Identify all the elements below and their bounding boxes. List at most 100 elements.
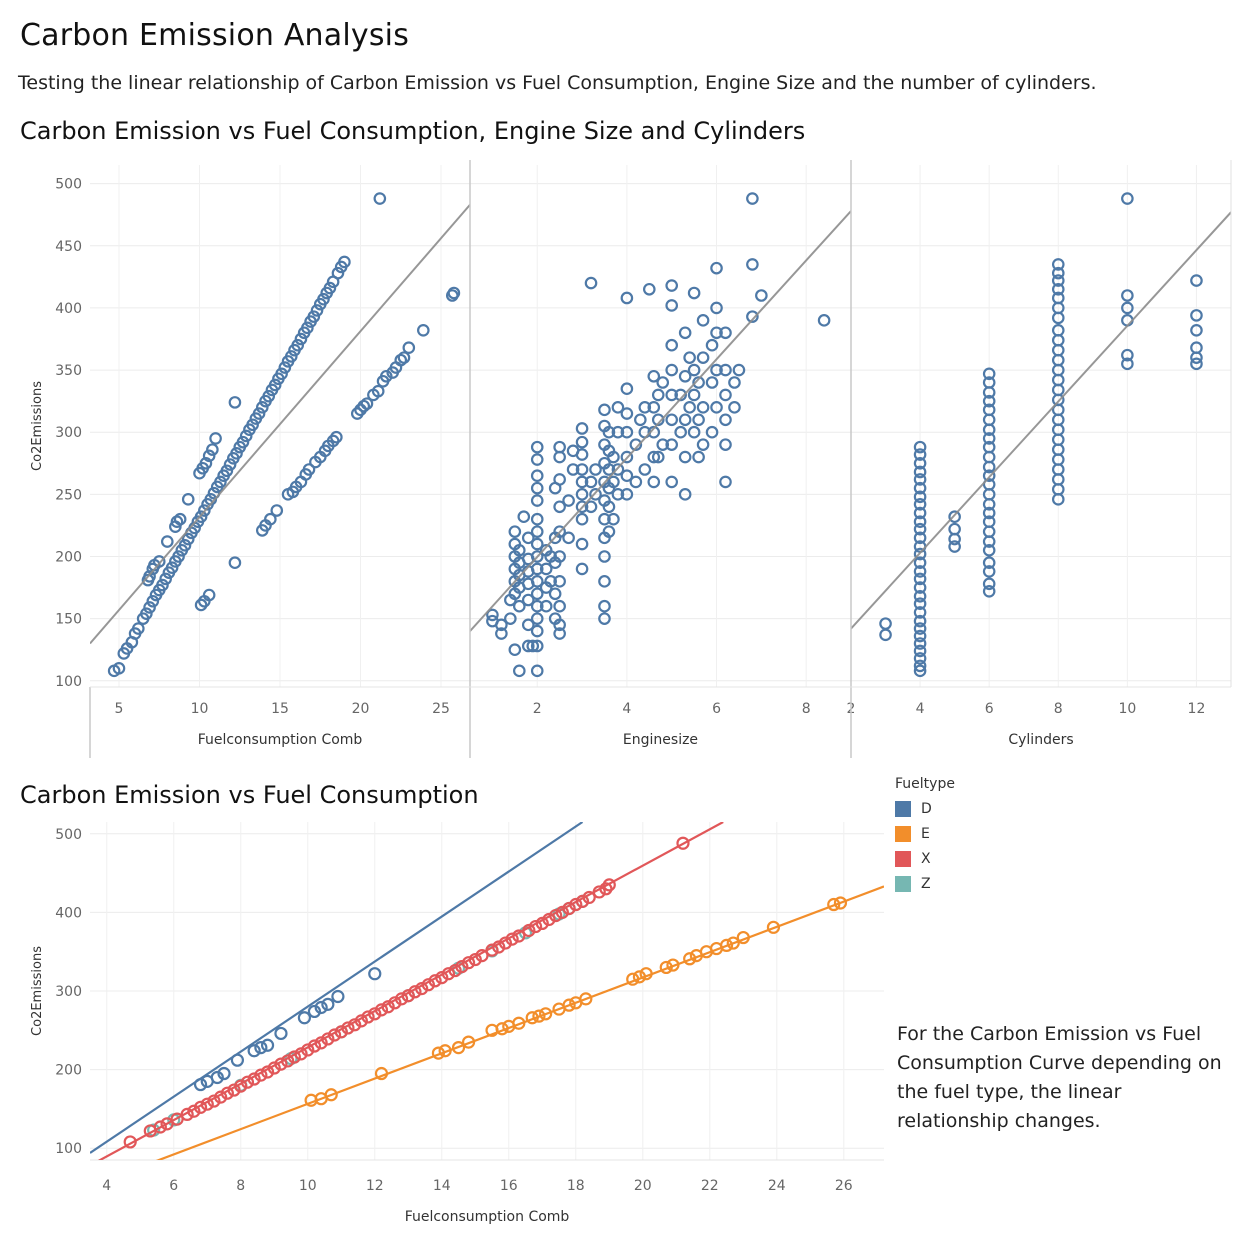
data-point <box>206 443 219 456</box>
data-point <box>294 332 308 346</box>
data-point <box>674 425 687 439</box>
data-point <box>530 599 544 613</box>
data-point <box>1190 309 1203 322</box>
x-tick-label: 8 <box>1054 701 1063 717</box>
data-point <box>678 413 692 427</box>
data-point <box>209 432 222 445</box>
data-point <box>548 587 562 601</box>
data-point <box>199 456 213 470</box>
data-point <box>913 556 927 570</box>
data-point <box>575 562 589 576</box>
page-title: Carbon Emission Analysis <box>20 18 410 53</box>
data-point <box>143 570 156 583</box>
data-point <box>181 532 195 546</box>
data-point <box>254 1040 268 1055</box>
legend-item-z[interactable]: Z <box>895 871 955 896</box>
data-point <box>913 515 927 528</box>
data-point <box>913 473 927 486</box>
y-tick-label: 300 <box>55 425 82 441</box>
data-point <box>1190 357 1203 371</box>
legend-swatch <box>895 850 911 867</box>
legend-item-x[interactable]: X <box>895 846 955 871</box>
data-point <box>766 920 781 934</box>
data-point <box>247 1044 261 1058</box>
x-axis-label: Cylinders <box>1008 732 1073 748</box>
data-point <box>132 622 145 635</box>
data-point <box>530 537 544 551</box>
data-point <box>982 506 996 520</box>
data-point <box>140 607 153 620</box>
data-point <box>530 440 544 454</box>
data-point <box>913 522 927 536</box>
data-point <box>982 543 996 557</box>
data-point <box>611 401 625 414</box>
data-point <box>602 463 616 476</box>
trend-line-x <box>97 822 724 1160</box>
data-point <box>530 612 544 625</box>
legend-swatch <box>895 875 911 892</box>
data-point <box>307 310 321 323</box>
data-point <box>402 341 416 354</box>
fuel-type-plot <box>90 822 884 1160</box>
data-point <box>331 989 345 1004</box>
x-tick-label: 8 <box>236 1178 245 1194</box>
data-point <box>948 532 961 546</box>
data-point <box>687 363 701 377</box>
data-point <box>913 606 927 619</box>
data-point <box>827 897 841 912</box>
data-point <box>719 326 732 340</box>
data-point <box>817 314 831 327</box>
data-point <box>544 575 557 588</box>
trend-line <box>851 211 1231 630</box>
data-point <box>357 399 371 413</box>
data-point <box>323 281 337 295</box>
data-point <box>710 363 723 377</box>
data-point <box>1190 274 1203 287</box>
data-point <box>1051 258 1065 271</box>
data-point <box>526 639 540 653</box>
data-point <box>683 351 696 364</box>
data-point <box>575 475 589 489</box>
data-point <box>913 531 927 545</box>
data-point <box>584 276 598 290</box>
data-point <box>553 525 566 538</box>
data-point <box>982 577 996 591</box>
legend-item-d[interactable]: D <box>895 796 955 821</box>
data-point <box>153 1120 167 1134</box>
annotation-note: For the Carbon Emission vs Fuel Consumpt… <box>897 1023 1222 1132</box>
data-point <box>687 388 701 402</box>
data-point <box>913 629 927 643</box>
data-point <box>665 475 679 489</box>
data-point <box>530 469 544 483</box>
data-point <box>246 418 259 432</box>
data-point <box>317 292 330 306</box>
data-point <box>152 555 166 568</box>
x-tick-label: 15 <box>271 701 289 717</box>
legend-label: X <box>921 850 931 867</box>
x-tick-label: 16 <box>500 1178 518 1194</box>
data-point <box>913 659 927 673</box>
data-point <box>584 475 598 489</box>
legend-item-e[interactable]: E <box>895 821 955 846</box>
data-point <box>562 494 575 507</box>
data-point <box>647 369 661 383</box>
x-tick-label: 6 <box>169 1178 178 1194</box>
x-tick-label: 26 <box>835 1178 853 1194</box>
data-point <box>210 1070 224 1085</box>
data-point <box>719 938 734 953</box>
data-point <box>913 622 927 635</box>
data-point <box>223 458 237 471</box>
data-point <box>584 500 598 514</box>
data-point <box>598 612 611 625</box>
panel-1 <box>90 192 470 678</box>
data-point <box>651 450 665 464</box>
data-point <box>692 413 705 427</box>
data-point <box>262 389 276 403</box>
data-point <box>982 515 996 528</box>
data-point <box>230 447 243 460</box>
data-point <box>620 407 634 420</box>
data-point <box>589 463 602 476</box>
data-point <box>228 396 242 409</box>
data-point <box>948 510 961 524</box>
data-point <box>530 664 544 678</box>
